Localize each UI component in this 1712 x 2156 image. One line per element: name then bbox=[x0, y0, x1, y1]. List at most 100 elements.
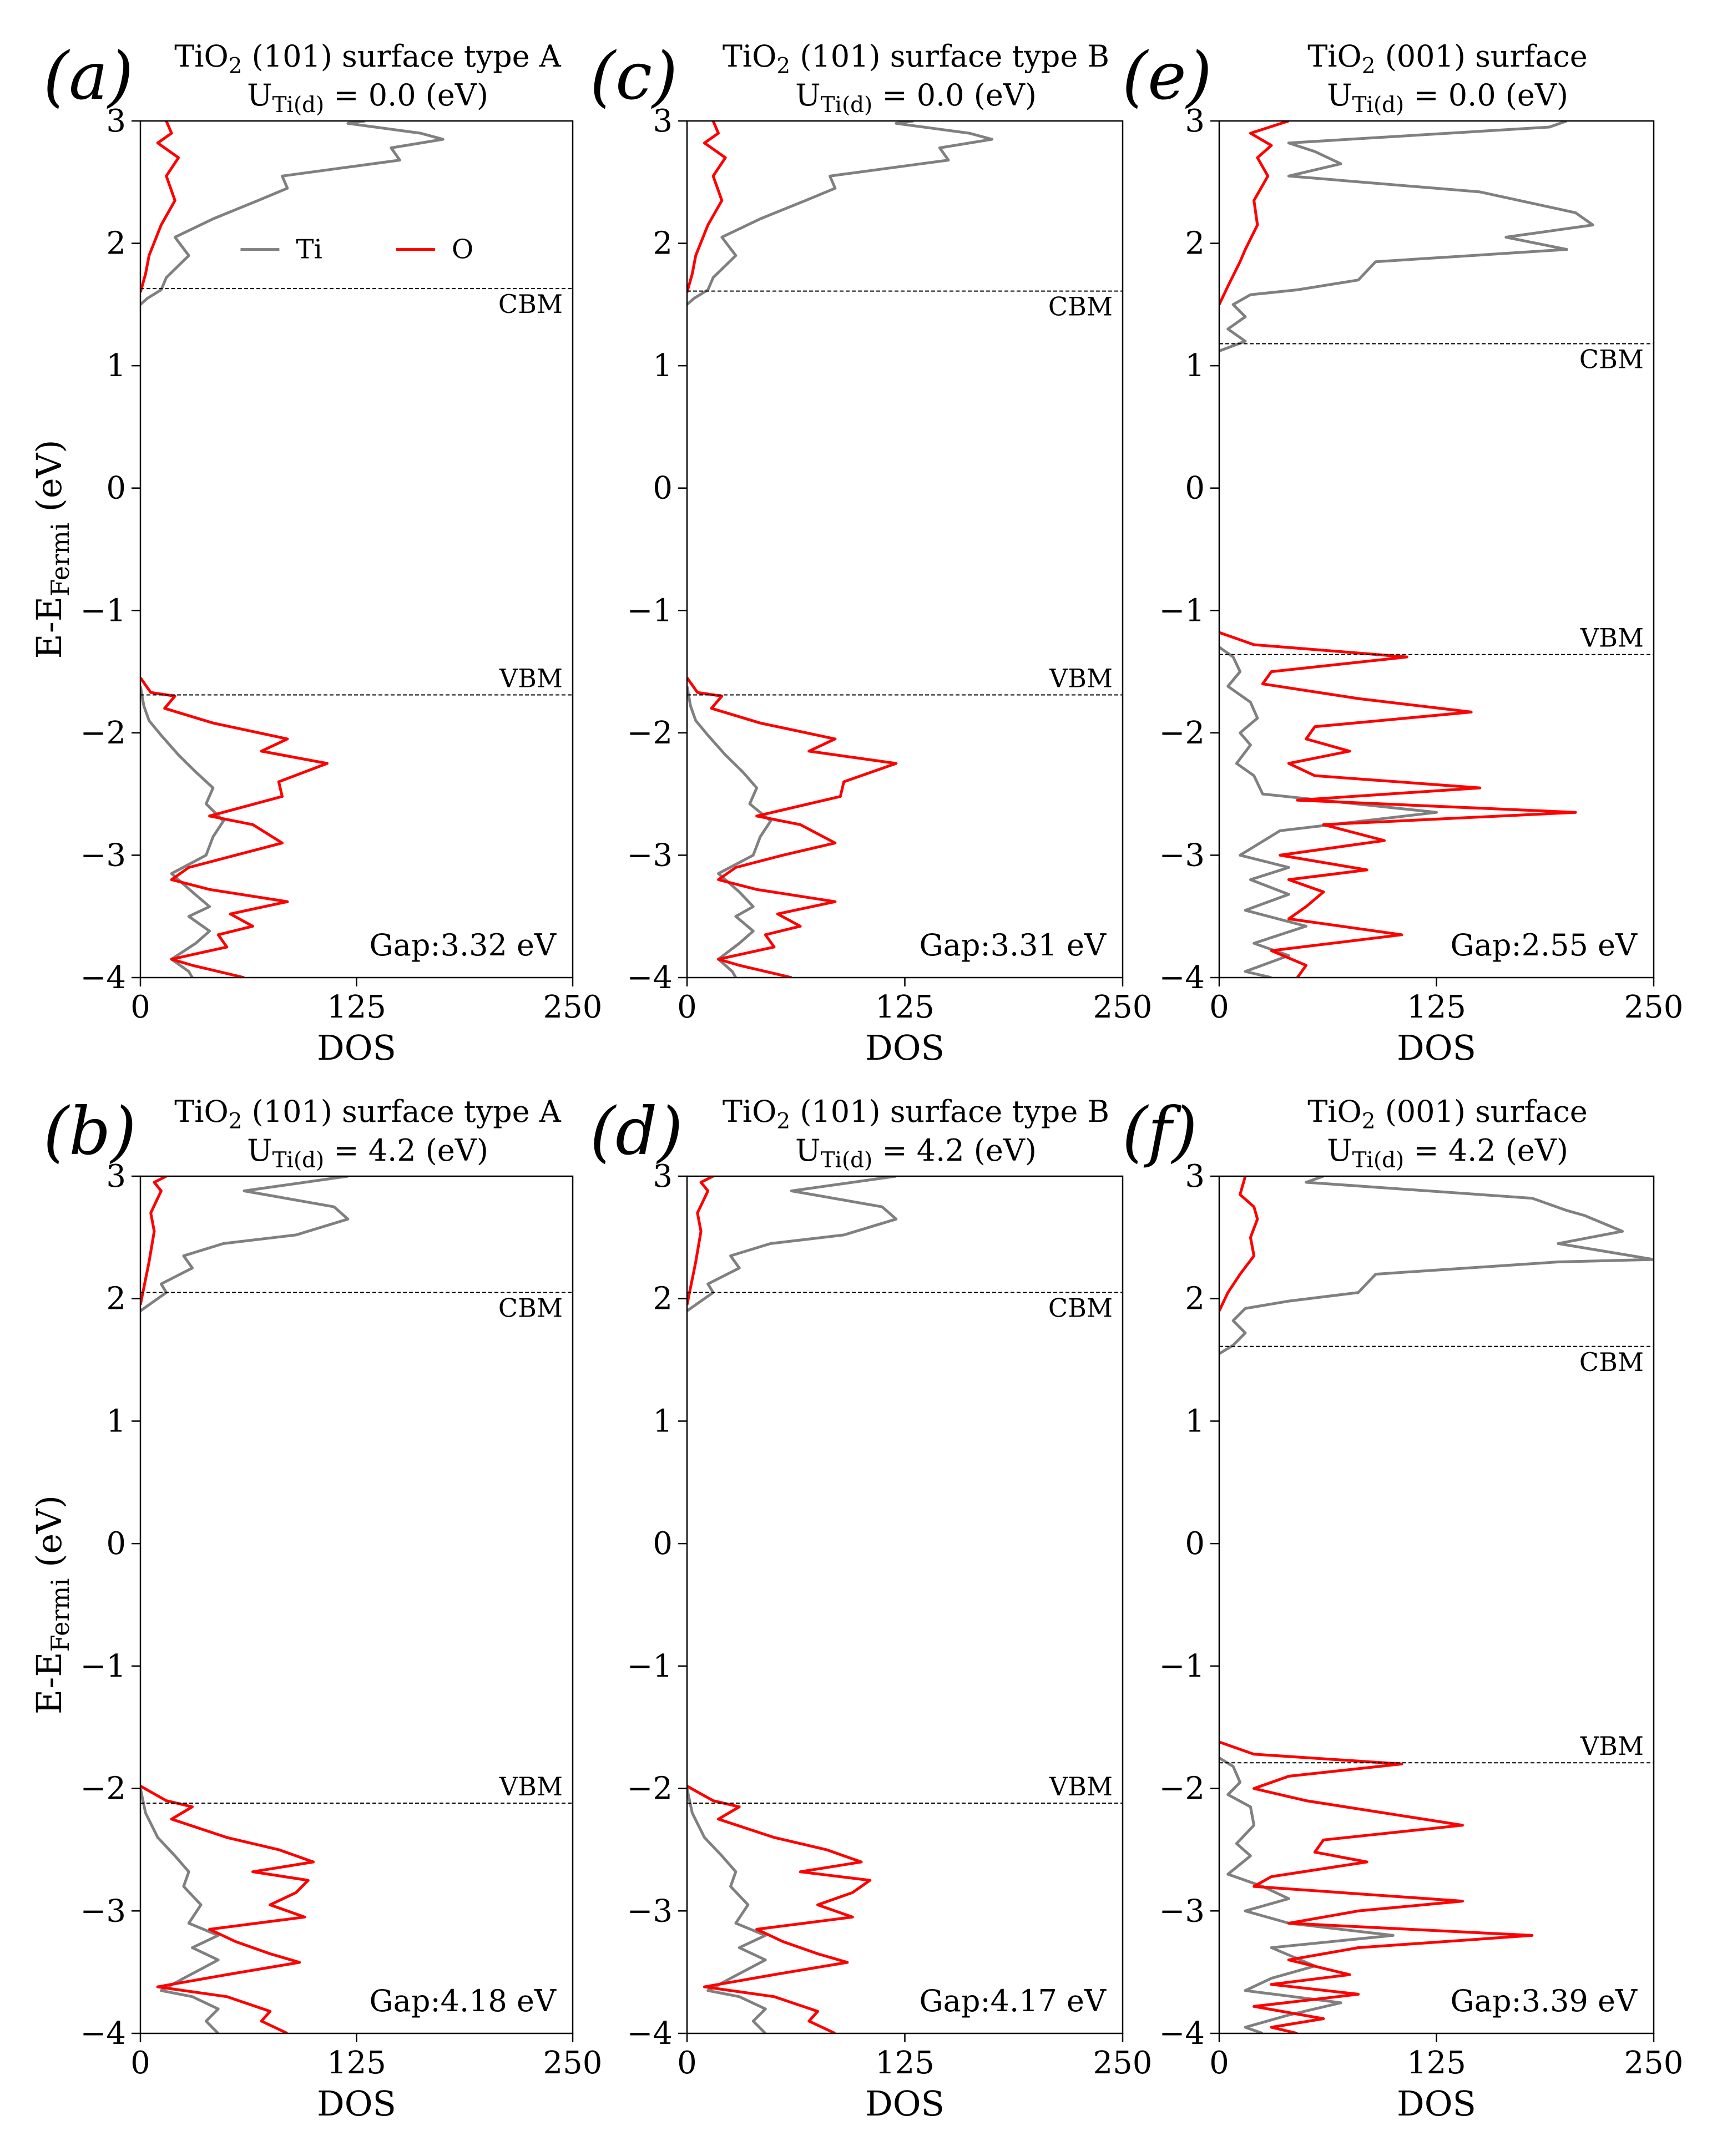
gap-annotation-f: Gap:3.39 eV bbox=[1451, 1983, 1638, 2018]
x-tick-label-c-2: 250 bbox=[1093, 989, 1153, 1025]
ti-dos-line-c-0 bbox=[687, 686, 772, 978]
x-tick-label-d-2: 250 bbox=[1093, 2045, 1153, 2081]
panel-u-value-b: UTi(d) = 4.2 (eV) bbox=[247, 1133, 488, 1173]
panel-letter-a: (a) bbox=[43, 38, 133, 114]
panel-title-b: TiO2 (101) surface type A bbox=[174, 1094, 562, 1134]
y-tick-label-b-2: −2 bbox=[80, 1771, 126, 1807]
ti-dos-line-e-0 bbox=[1219, 646, 1438, 978]
y-tick-label-f-7: 3 bbox=[1185, 1158, 1205, 1195]
y-tick-label-f-5: 1 bbox=[1185, 1403, 1205, 1439]
o-dos-line-b-1 bbox=[140, 1785, 315, 2033]
y-tick-label-d-6: 2 bbox=[653, 1281, 673, 1317]
axes-frame-a bbox=[139, 120, 574, 979]
axes-frame-c bbox=[686, 120, 1124, 979]
x-tick-label-b-0: 0 bbox=[130, 2045, 150, 2081]
x-tick-label-a-0: 0 bbox=[130, 989, 150, 1025]
o-dos-line-a-3 bbox=[140, 121, 180, 293]
vbm-label-f: VBM bbox=[1580, 1731, 1644, 1761]
o-dos-line-b-3 bbox=[140, 1176, 167, 1305]
panel-title-e: TiO2 (001) surface bbox=[1307, 39, 1588, 79]
axes-frame-e bbox=[1218, 120, 1655, 979]
y-tick-label-d-3: −1 bbox=[627, 1648, 673, 1684]
x-tick-label-d-0: 0 bbox=[677, 2045, 697, 2081]
ti-dos-line-b-0 bbox=[140, 1788, 220, 2033]
y-tick-label-d-5: 1 bbox=[653, 1403, 673, 1439]
gap-annotation-b: Gap:4.18 eV bbox=[370, 1983, 557, 2018]
cbm-label-d: CBM bbox=[1048, 1293, 1113, 1323]
x-axis-label-c: DOS bbox=[865, 1028, 945, 1068]
panel-u-value-a: UTi(d) = 0.0 (eV) bbox=[247, 78, 488, 118]
ti-dos-line-a-0 bbox=[140, 686, 225, 978]
o-dos-line-c-3 bbox=[687, 121, 727, 293]
dos-panel-b: CBM VBM −4 −3 −2 −1 0 1 2 3 0 125 250 DOS E-EFermi (eV… bbox=[29, 1093, 602, 2124]
y-tick-label-c-3: −1 bbox=[627, 593, 673, 629]
dos-panel-e: CBM VBM −4 −3 −2 −1 0 1 2 3 0 125 250 DOS TiO2 (001) s… bbox=[1122, 38, 1683, 1068]
y-tick-label-c-5: 1 bbox=[653, 348, 673, 384]
dos-panel-a: CBM VBM −4 −3 −2 −1 0 1 2 3 0 125 250 DOS E-EFermi (eV… bbox=[29, 38, 602, 1068]
x-axis-label-e: DOS bbox=[1397, 1028, 1476, 1068]
y-tick-label-a-2: −2 bbox=[80, 715, 126, 751]
y-tick-label-c-0: −4 bbox=[627, 960, 673, 996]
ti-dos-line-b-2 bbox=[140, 1176, 350, 1312]
o-dos-line-d-1 bbox=[687, 1785, 872, 2033]
ti-dos-line-d-0 bbox=[687, 1788, 767, 2033]
vbm-label-c: VBM bbox=[1049, 663, 1113, 693]
cbm-label-c: CBM bbox=[1048, 292, 1113, 322]
x-tick-label-f-1: 125 bbox=[1407, 2045, 1466, 2081]
x-tick-label-a-1: 125 bbox=[327, 989, 386, 1025]
panel-letter-b: (b) bbox=[43, 1093, 137, 1170]
vbm-label-a: VBM bbox=[499, 663, 563, 693]
y-tick-label-b-7: 3 bbox=[106, 1158, 126, 1195]
y-tick-label-d-0: −4 bbox=[627, 2016, 673, 2052]
y-tick-label-a-1: −3 bbox=[80, 837, 126, 873]
x-axis-label-f: DOS bbox=[1397, 2083, 1476, 2124]
o-dos-line-f-3 bbox=[1219, 1176, 1259, 1312]
y-tick-label-a-4: 0 bbox=[106, 470, 126, 507]
gap-annotation-e: Gap:2.55 eV bbox=[1451, 928, 1638, 963]
y-tick-label-c-2: −2 bbox=[627, 715, 673, 751]
panel-u-value-e: UTi(d) = 0.0 (eV) bbox=[1327, 78, 1568, 118]
x-tick-label-f-2: 250 bbox=[1624, 2045, 1684, 2081]
panel-letter-d: (d) bbox=[590, 1093, 683, 1170]
ti-dos-line-e-2 bbox=[1219, 121, 1594, 353]
legend: Ti O bbox=[240, 234, 473, 265]
dos-panel-c: CBM VBM −4 −3 −2 −1 0 1 2 3 0 125 250 DOS TiO2 (101) s… bbox=[590, 38, 1152, 1068]
y-tick-label-e-6: 2 bbox=[1185, 226, 1205, 262]
y-tick-label-e-7: 3 bbox=[1185, 103, 1205, 139]
panel-title-f: TiO2 (001) surface bbox=[1307, 1094, 1588, 1134]
y-tick-label-e-4: 0 bbox=[1185, 470, 1205, 507]
y-tick-label-a-0: −4 bbox=[80, 960, 126, 996]
dos-panel-f: CBM VBM −4 −3 −2 −1 0 1 2 3 0 125 250 DOS TiO2 (001) s… bbox=[1122, 1093, 1683, 2124]
y-tick-label-b-1: −3 bbox=[80, 1893, 126, 1929]
x-axis-label-a: DOS bbox=[317, 1028, 396, 1068]
x-tick-label-c-1: 125 bbox=[875, 989, 935, 1025]
x-tick-label-b-2: 250 bbox=[543, 2045, 603, 2081]
panel-letter-f: (f) bbox=[1122, 1093, 1198, 1170]
y-tick-label-b-3: −1 bbox=[80, 1648, 126, 1684]
vbm-label-d: VBM bbox=[1049, 1772, 1113, 1801]
y-tick-label-d-1: −3 bbox=[627, 1893, 673, 1929]
y-tick-label-c-1: −3 bbox=[627, 837, 673, 873]
y-tick-label-b-4: 0 bbox=[106, 1526, 126, 1562]
y-tick-label-d-4: 0 bbox=[653, 1526, 673, 1562]
y-axis-label-a: E-EFermi (eV) bbox=[29, 439, 75, 659]
y-tick-label-a-6: 2 bbox=[106, 226, 126, 262]
vbm-label-b: VBM bbox=[499, 1772, 563, 1801]
y-tick-label-f-4: 0 bbox=[1185, 1526, 1205, 1562]
legend-label-o: O bbox=[452, 234, 473, 265]
panel-letter-c: (c) bbox=[590, 38, 678, 114]
panel-letter-e: (e) bbox=[1122, 38, 1212, 114]
y-tick-label-b-5: 1 bbox=[106, 1403, 126, 1439]
y-tick-label-b-0: −4 bbox=[80, 2016, 126, 2052]
o-dos-line-d-3 bbox=[687, 1176, 714, 1305]
y-tick-label-e-0: −4 bbox=[1159, 960, 1205, 996]
x-tick-label-d-1: 125 bbox=[875, 2045, 935, 2081]
panel-u-value-d: UTi(d) = 4.2 (eV) bbox=[795, 1133, 1037, 1173]
o-dos-line-a-1 bbox=[140, 677, 329, 978]
o-dos-line-e-3 bbox=[1219, 121, 1290, 305]
y-tick-label-b-6: 2 bbox=[106, 1281, 126, 1317]
y-tick-label-e-3: −1 bbox=[1159, 593, 1205, 629]
panel-title-a: TiO2 (101) surface type A bbox=[174, 39, 562, 79]
x-tick-label-f-0: 0 bbox=[1209, 2045, 1229, 2081]
